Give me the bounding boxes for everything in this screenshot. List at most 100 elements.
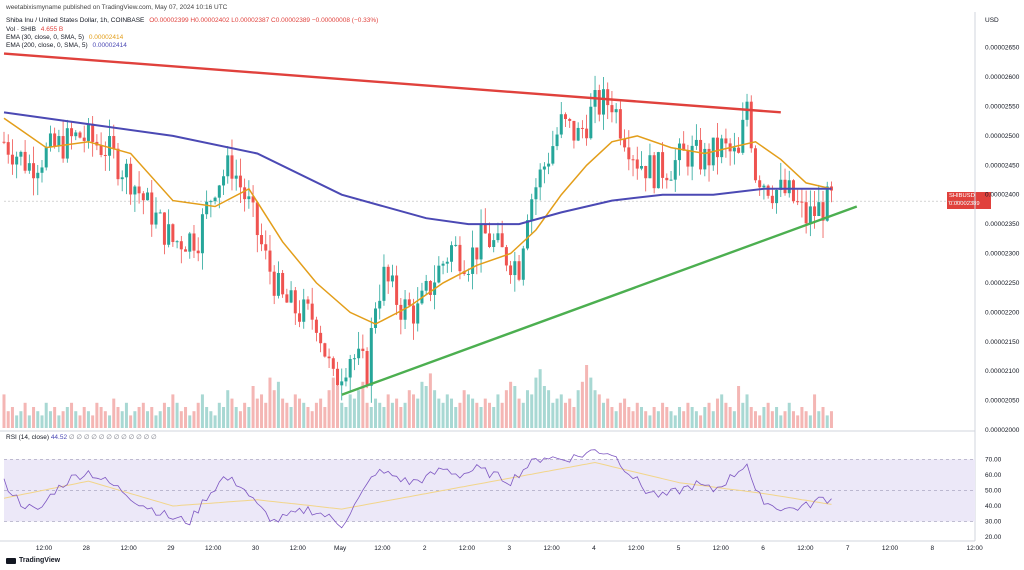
rsi-tick-label: 40.00 — [985, 503, 1002, 510]
volume-bar — [770, 411, 774, 428]
last-price-box: SHIBUSD 0.00002389 — [947, 192, 991, 209]
candle — [272, 265, 276, 305]
candle — [639, 151, 643, 171]
candle-body — [222, 176, 226, 186]
volume-bar — [65, 407, 69, 428]
candle-body — [656, 152, 660, 189]
candle — [542, 162, 546, 184]
volume-bar — [234, 407, 238, 428]
candle-body — [627, 147, 631, 160]
candle — [243, 178, 247, 212]
volume-bar — [779, 415, 783, 428]
candle — [779, 162, 783, 198]
candle-body — [686, 150, 690, 167]
symbol-title[interactable]: Shiba Inu / United States Dollar, 1h, CO… — [6, 17, 145, 24]
volume-bar — [606, 398, 610, 428]
candle-body — [669, 179, 673, 181]
candle — [192, 225, 196, 258]
candle — [665, 173, 669, 189]
candle-body — [517, 261, 521, 280]
volume-legend[interactable]: Vol · SHIB 4.655 B — [6, 25, 66, 34]
symbol-legend[interactable]: Shiba Inu / United States Dollar, 1h, CO… — [6, 16, 381, 25]
candle-body — [407, 299, 411, 306]
volume-bar — [690, 407, 694, 428]
candle-body — [310, 303, 314, 320]
volume-bar — [783, 411, 787, 428]
candle — [808, 190, 812, 237]
candle — [378, 284, 382, 320]
candle-body — [234, 175, 238, 179]
ema30-legend[interactable]: EMA (30, close, 0, SMA, 5) 0.00002414 — [6, 33, 126, 42]
candle-body — [129, 163, 133, 195]
rsi-legend[interactable]: RSI (14, close) 44.52 ∅ ∅ ∅ ∅ ∅ ∅ ∅ ∅ ∅ … — [6, 433, 157, 441]
candle-body — [2, 141, 6, 143]
candle — [724, 128, 728, 158]
rsi-band — [4, 459, 975, 522]
candle — [517, 254, 521, 282]
candle — [137, 171, 141, 204]
volume-bar — [420, 381, 424, 428]
volume-bar — [631, 411, 635, 428]
time-tick-label: 12:00 — [205, 545, 222, 552]
candle-body — [690, 145, 694, 167]
time-tick-label: 28 — [83, 545, 91, 552]
ema200-legend[interactable]: EMA (200, close, 0, SMA, 5) 0.00002414 — [6, 41, 130, 50]
candle — [682, 131, 686, 151]
volume-bar — [825, 415, 829, 428]
candle — [188, 231, 192, 259]
candle — [70, 121, 74, 150]
price-tick-label: 0.00002500 — [985, 133, 1020, 140]
candle — [614, 103, 618, 124]
volume-bar — [525, 390, 529, 428]
volume-bar — [728, 407, 732, 428]
candle — [234, 159, 238, 191]
volume-bar — [454, 407, 458, 428]
volume-bar — [800, 407, 804, 428]
candle-body — [133, 186, 137, 195]
candle-body — [749, 101, 753, 149]
candle-body — [260, 235, 264, 245]
candle — [753, 145, 757, 183]
candle — [791, 179, 795, 204]
candle — [276, 261, 280, 299]
time-tick-label: 2 — [423, 545, 427, 552]
candle-body — [644, 166, 648, 179]
volume-bar — [167, 407, 171, 428]
candle-body — [86, 123, 90, 141]
volume-bar — [585, 365, 589, 428]
volume-bar — [458, 402, 462, 428]
time-tick-label: 12:00 — [290, 545, 307, 552]
candle-body — [800, 201, 804, 203]
tradingview-logo[interactable]: TradingView — [6, 557, 60, 564]
rsi-axis: 70.00 60.00 50.00 40.00 30.00 20.00 — [985, 456, 1002, 541]
candle-body — [458, 244, 462, 272]
volume-label: Vol · SHIB — [6, 26, 36, 33]
candle-body — [791, 180, 795, 202]
candle — [213, 196, 217, 205]
rsi-lines — [3, 449, 832, 529]
candle-body — [758, 180, 762, 188]
candle-body — [504, 247, 508, 266]
candle — [374, 302, 378, 334]
candle-body — [601, 89, 605, 115]
candle-body — [466, 273, 470, 275]
candle — [264, 230, 268, 260]
candle-body — [403, 299, 407, 320]
candle — [86, 118, 90, 149]
volume-bar — [120, 411, 124, 428]
price-box-price: 0.00002389 — [949, 201, 980, 207]
time-axis: 12:00 28 12:00 29 12:00 30 12:00 May 12:00 2 12:00… — [36, 545, 983, 552]
candle — [534, 178, 538, 215]
volume-bar — [10, 407, 14, 428]
candle-body — [741, 119, 745, 153]
candle — [323, 342, 327, 358]
candle — [585, 114, 589, 146]
volume-bar — [639, 407, 643, 428]
candle-body — [65, 128, 69, 159]
candle — [454, 236, 458, 247]
volume-bar — [44, 402, 48, 428]
candle-body — [154, 212, 158, 225]
volume-bar — [791, 411, 795, 428]
candle — [74, 130, 78, 141]
